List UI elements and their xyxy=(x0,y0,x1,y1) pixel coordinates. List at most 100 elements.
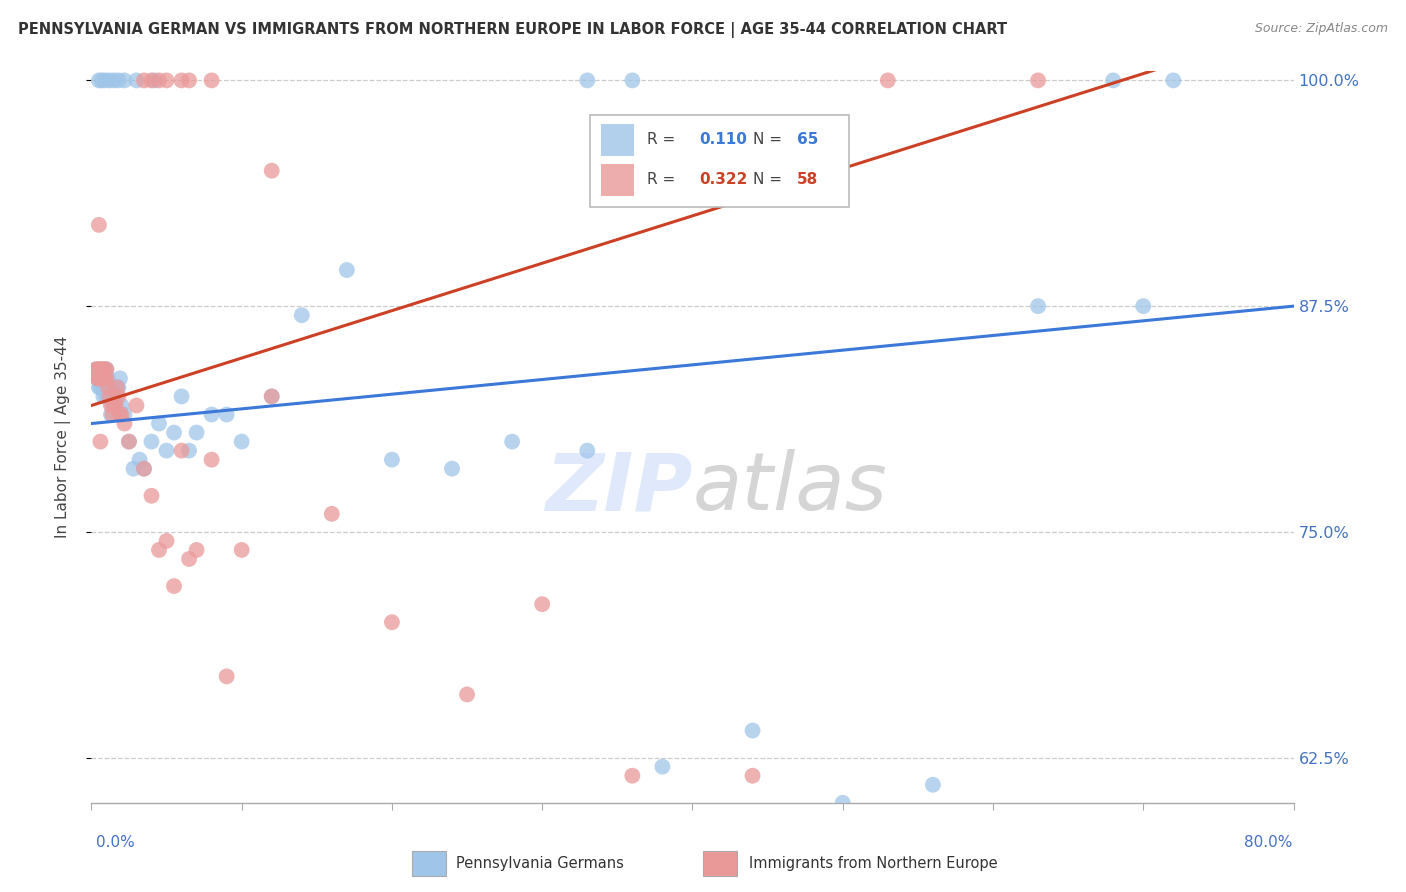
Point xyxy=(260,163,283,178)
Point xyxy=(89,434,111,449)
Text: atlas: atlas xyxy=(692,450,887,527)
Point xyxy=(101,408,124,422)
Point xyxy=(90,362,112,376)
Point xyxy=(104,399,127,413)
Point xyxy=(531,597,554,611)
Text: N =: N = xyxy=(754,172,787,186)
Point xyxy=(1161,73,1184,87)
Point xyxy=(86,362,108,376)
Point xyxy=(110,399,132,413)
Point xyxy=(143,73,166,87)
Point xyxy=(501,434,523,449)
Point xyxy=(89,380,111,394)
Point xyxy=(94,73,117,87)
Point xyxy=(132,461,155,475)
Point xyxy=(831,796,853,810)
Point xyxy=(98,389,121,403)
Point xyxy=(105,380,128,394)
Point xyxy=(125,73,148,87)
Text: Immigrants from Northern Europe: Immigrants from Northern Europe xyxy=(749,856,998,871)
Point xyxy=(163,579,186,593)
Text: R =: R = xyxy=(647,132,681,147)
Point xyxy=(260,389,283,403)
Point xyxy=(87,73,110,87)
Point xyxy=(621,73,644,87)
Point xyxy=(93,362,115,376)
Point xyxy=(177,443,200,458)
Point xyxy=(170,443,193,458)
Point xyxy=(576,73,599,87)
Point xyxy=(93,389,115,403)
Point xyxy=(201,73,224,87)
Point xyxy=(114,408,136,422)
Point xyxy=(103,399,125,413)
Point xyxy=(100,408,122,422)
Y-axis label: In Labor Force | Age 35-44: In Labor Force | Age 35-44 xyxy=(55,336,70,538)
Point xyxy=(87,371,110,385)
Text: Pennsylvania Germans: Pennsylvania Germans xyxy=(456,856,623,871)
Point xyxy=(155,443,177,458)
Point xyxy=(94,371,117,385)
Text: ZIP: ZIP xyxy=(546,450,692,527)
Point xyxy=(148,543,170,558)
Point xyxy=(215,669,238,683)
Point xyxy=(97,371,120,385)
Point xyxy=(96,362,118,376)
Point xyxy=(177,73,200,87)
Text: 0.110: 0.110 xyxy=(699,132,747,147)
Point xyxy=(291,308,314,322)
Point xyxy=(163,425,186,440)
Point xyxy=(186,425,208,440)
Point xyxy=(1026,73,1049,87)
Point xyxy=(94,371,117,385)
Point xyxy=(110,408,132,422)
Text: R =: R = xyxy=(647,172,681,186)
Text: Source: ZipAtlas.com: Source: ZipAtlas.com xyxy=(1254,22,1388,36)
Point xyxy=(132,461,155,475)
Point xyxy=(98,389,121,403)
Point xyxy=(98,73,121,87)
Point xyxy=(741,769,763,783)
Point xyxy=(100,399,122,413)
Point xyxy=(89,362,111,376)
Point xyxy=(107,73,129,87)
Point xyxy=(84,362,107,376)
Text: 65: 65 xyxy=(797,132,818,147)
Point xyxy=(96,362,118,376)
Point xyxy=(90,73,112,87)
Point xyxy=(621,769,644,783)
Point xyxy=(87,362,110,376)
Point xyxy=(125,399,148,413)
Point xyxy=(141,73,163,87)
Point xyxy=(381,615,404,630)
Point xyxy=(141,489,163,503)
Point xyxy=(104,399,127,413)
Point xyxy=(90,371,112,385)
Point xyxy=(87,218,110,232)
Point xyxy=(114,73,136,87)
Point xyxy=(231,434,253,449)
Text: 0.322: 0.322 xyxy=(699,172,747,186)
Point xyxy=(201,408,224,422)
Point xyxy=(89,371,111,385)
Point xyxy=(381,452,404,467)
Point xyxy=(97,380,120,394)
Point xyxy=(1026,299,1049,313)
Point xyxy=(118,434,141,449)
Point xyxy=(1132,299,1154,313)
Point xyxy=(103,73,125,87)
Point xyxy=(89,371,111,385)
Point xyxy=(105,380,128,394)
Point xyxy=(576,443,599,458)
Point xyxy=(440,461,463,475)
Bar xyxy=(412,851,446,876)
Point xyxy=(86,371,108,385)
Point xyxy=(336,263,359,277)
Text: 0.0%: 0.0% xyxy=(96,836,135,850)
Point xyxy=(94,362,117,376)
Point xyxy=(84,362,107,376)
Point xyxy=(170,73,193,87)
Point xyxy=(107,389,129,403)
Point xyxy=(231,543,253,558)
Point xyxy=(148,73,170,87)
